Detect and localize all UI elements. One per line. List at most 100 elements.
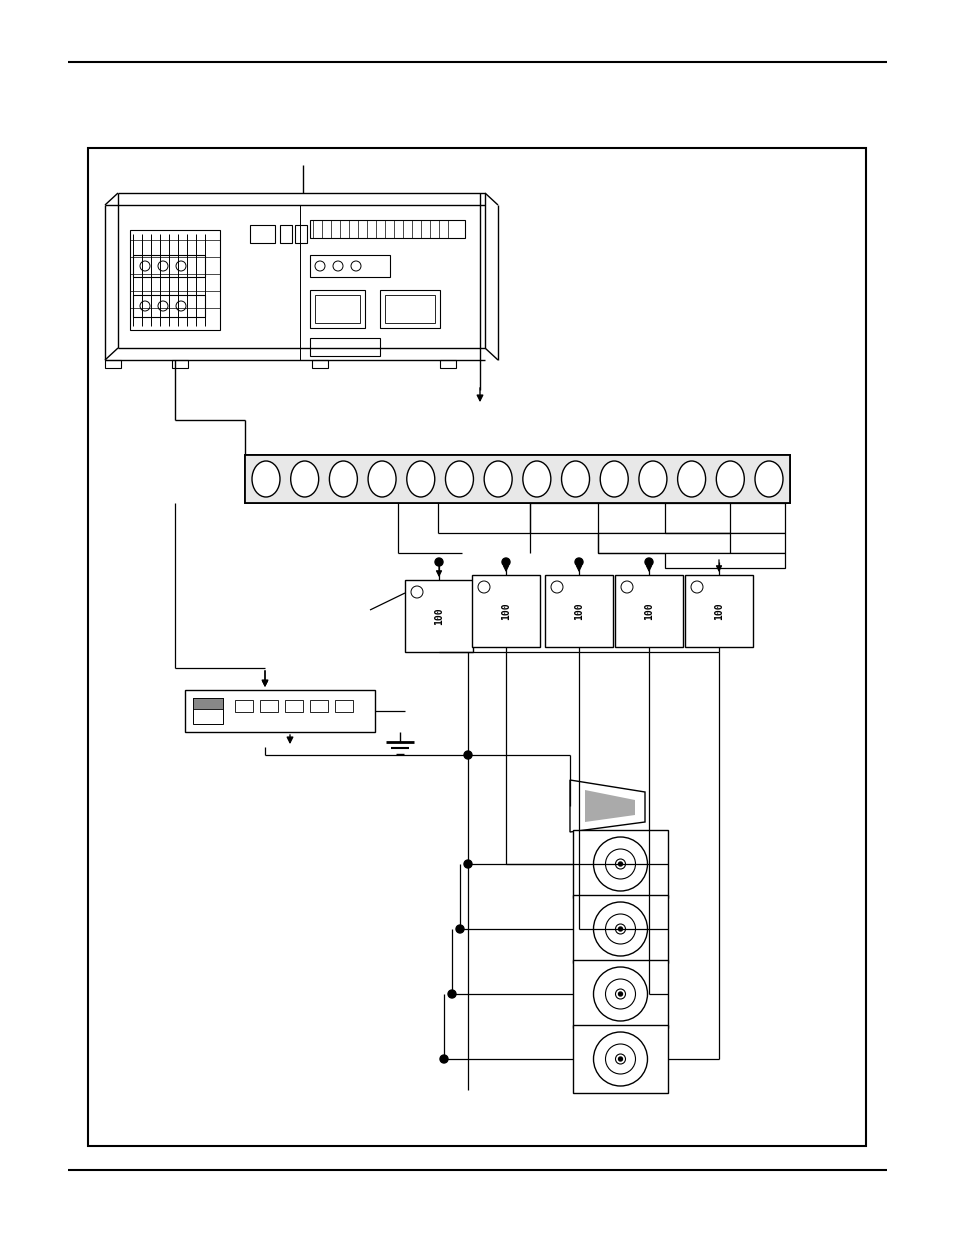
Circle shape	[605, 914, 635, 944]
Circle shape	[448, 990, 456, 998]
Bar	[573, 960, 667, 1028]
Ellipse shape	[406, 461, 435, 496]
Ellipse shape	[329, 461, 357, 496]
Bar	[245, 454, 789, 503]
Ellipse shape	[754, 461, 782, 496]
Bar	[245, 454, 789, 503]
Circle shape	[140, 261, 150, 270]
Circle shape	[605, 979, 635, 1009]
Bar	[530, 503, 784, 534]
Bar	[684, 576, 752, 647]
Bar	[105, 359, 121, 368]
Ellipse shape	[368, 461, 395, 496]
Circle shape	[175, 261, 186, 270]
Circle shape	[618, 1057, 622, 1061]
Circle shape	[140, 301, 150, 311]
Text: 100: 100	[500, 603, 511, 620]
Bar	[664, 553, 784, 568]
Circle shape	[593, 1032, 647, 1086]
Ellipse shape	[677, 461, 705, 496]
Circle shape	[575, 558, 582, 566]
Ellipse shape	[445, 461, 473, 496]
Ellipse shape	[522, 461, 550, 496]
Bar	[379, 290, 439, 329]
Ellipse shape	[599, 461, 628, 496]
Bar	[310, 700, 328, 713]
Circle shape	[439, 1055, 448, 1063]
Circle shape	[175, 301, 186, 311]
Circle shape	[158, 261, 168, 270]
Circle shape	[618, 992, 622, 995]
Ellipse shape	[561, 461, 589, 496]
Polygon shape	[569, 781, 644, 832]
Text: 100: 100	[713, 603, 723, 620]
Bar	[310, 290, 365, 329]
Ellipse shape	[406, 461, 435, 496]
Circle shape	[615, 1053, 625, 1065]
Bar	[132, 254, 205, 277]
Text: 100: 100	[434, 608, 443, 625]
Ellipse shape	[483, 461, 512, 496]
Circle shape	[605, 1044, 635, 1074]
Ellipse shape	[368, 461, 395, 496]
Circle shape	[605, 848, 635, 879]
Bar	[172, 359, 188, 368]
Bar	[193, 698, 223, 709]
Ellipse shape	[639, 461, 666, 496]
Circle shape	[593, 902, 647, 956]
Circle shape	[463, 751, 472, 760]
Circle shape	[551, 580, 562, 593]
Circle shape	[501, 558, 510, 566]
Circle shape	[351, 261, 360, 270]
Circle shape	[593, 967, 647, 1021]
Circle shape	[644, 558, 652, 566]
Bar	[314, 295, 359, 324]
Bar	[573, 1025, 667, 1093]
Circle shape	[620, 580, 633, 593]
Circle shape	[463, 860, 472, 868]
Ellipse shape	[599, 461, 628, 496]
Bar	[193, 698, 223, 724]
Ellipse shape	[252, 461, 280, 496]
Circle shape	[411, 585, 422, 598]
Circle shape	[435, 558, 442, 566]
Polygon shape	[584, 790, 635, 823]
Ellipse shape	[716, 461, 743, 496]
Bar	[285, 700, 303, 713]
Ellipse shape	[677, 461, 705, 496]
Ellipse shape	[716, 461, 743, 496]
Bar	[439, 359, 456, 368]
Ellipse shape	[445, 461, 473, 496]
Circle shape	[314, 261, 325, 270]
Ellipse shape	[329, 461, 357, 496]
Ellipse shape	[291, 461, 318, 496]
Bar	[132, 295, 205, 317]
Bar	[280, 225, 292, 243]
Ellipse shape	[483, 461, 512, 496]
Circle shape	[615, 989, 625, 999]
Bar	[573, 830, 667, 898]
Bar	[598, 534, 784, 553]
Bar	[573, 895, 667, 963]
Circle shape	[690, 580, 702, 593]
Bar	[310, 254, 390, 277]
Ellipse shape	[561, 461, 589, 496]
Circle shape	[615, 860, 625, 869]
Bar	[234, 700, 253, 713]
Bar	[405, 580, 473, 652]
Circle shape	[615, 924, 625, 934]
Circle shape	[158, 301, 168, 311]
Circle shape	[618, 862, 622, 866]
Circle shape	[593, 837, 647, 890]
Bar	[185, 690, 375, 732]
Text: 100: 100	[643, 603, 654, 620]
Bar	[310, 220, 464, 238]
Ellipse shape	[639, 461, 666, 496]
Bar	[130, 230, 220, 330]
Bar	[385, 295, 435, 324]
Bar	[260, 700, 277, 713]
Bar	[615, 576, 682, 647]
Ellipse shape	[522, 461, 550, 496]
Bar	[88, 148, 865, 1146]
Circle shape	[714, 558, 722, 566]
